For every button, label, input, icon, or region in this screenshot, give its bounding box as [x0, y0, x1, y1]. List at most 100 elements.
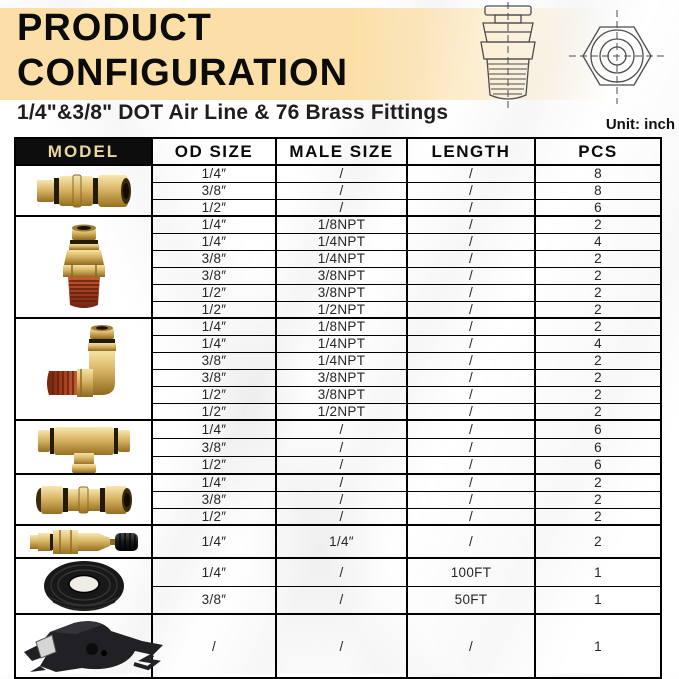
table-row: 1/4″ //6 — [14, 419, 662, 475]
cell-od-size: / — [151, 613, 277, 679]
cell-length: / — [406, 437, 536, 457]
cell-od-size: 1/2″ — [151, 385, 277, 404]
cell-od-size: 1/2″ — [151, 198, 277, 217]
cell-pcs: 2 — [534, 385, 662, 404]
air-line-tubing-coil-icon — [43, 561, 124, 611]
cell-male-size: / — [275, 437, 408, 457]
table-row: / //1 — [14, 613, 662, 679]
cell-length: / — [406, 524, 536, 559]
cell-length: / — [406, 300, 536, 319]
cell-male-size: / — [275, 455, 408, 475]
cell-pcs: 2 — [534, 300, 662, 319]
table-row: 1/2″ 1/2NPT/2 — [15, 300, 662, 319]
cell-male-size: 1/4NPT — [275, 249, 408, 268]
cell-male-size: 1/8NPT — [275, 317, 408, 336]
cell-length: 100FT — [406, 557, 536, 587]
cell-pcs: 4 — [534, 334, 662, 353]
cell-male-size: / — [275, 164, 408, 183]
cell-male-size: 1/2NPT — [275, 402, 408, 421]
model-image-cell — [14, 613, 163, 679]
model-image-cell — [14, 557, 153, 615]
table-row: 3/8″ 3/8NPT/2 — [15, 266, 662, 285]
cell-length: / — [406, 368, 536, 387]
cell-pcs: 2 — [534, 249, 662, 268]
cell-pcs: 2 — [534, 368, 662, 387]
cell-pcs: 6 — [534, 437, 662, 457]
cell-male-size: / — [275, 181, 408, 200]
straight-union-fitting-icon — [35, 485, 132, 514]
cell-male-size: / — [275, 507, 408, 526]
cell-od-size: 3/8″ — [151, 249, 277, 268]
model-image-cell — [14, 473, 153, 526]
unit-label: Unit: inch — [605, 116, 675, 133]
fitting-technical-drawing-icon — [480, 2, 665, 108]
cell-od-size: 1/4″ — [151, 557, 277, 587]
cell-pcs: 2 — [534, 473, 662, 492]
table-row: 3/8″ 3/8NPT/2 — [15, 368, 662, 387]
model-image-cell — [14, 317, 153, 421]
table-row: 1/2″ 3/8NPT/2 — [15, 385, 662, 404]
cell-male-size: / — [275, 490, 408, 509]
column-header-pcs: PCS — [534, 137, 662, 166]
model-image-cell — [14, 524, 153, 559]
configuration-table: MODEL OD SIZE MALE SIZE LENGTH PCS 1/4″ /… — [14, 137, 662, 679]
table-row: 1/2″ //2 — [15, 507, 662, 526]
table-row: 1/4″ 1/4NPT/4 — [15, 232, 662, 251]
cell-od-size: 3/8″ — [151, 368, 277, 387]
cell-male-size: 3/8NPT — [275, 266, 408, 285]
cell-male-size: / — [275, 585, 408, 615]
cell-length: / — [406, 283, 536, 302]
cell-od-size: 1/4″ — [151, 232, 277, 251]
cell-length: / — [406, 385, 536, 404]
table-row: 3/8″ 1/4NPT/2 — [15, 249, 662, 268]
configuration-table-wrap: MODEL OD SIZE MALE SIZE LENGTH PCS 1/4″ /… — [14, 137, 662, 679]
cell-od-size: 3/8″ — [151, 351, 277, 370]
cell-od-size: 1/2″ — [151, 402, 277, 421]
cell-male-size: 3/8NPT — [275, 385, 408, 404]
cell-male-size: 1/4NPT — [275, 334, 408, 353]
table-row: 1/4″ //2 — [14, 473, 662, 526]
tube-cutter-tool-icon — [24, 621, 163, 672]
cell-male-size: / — [275, 613, 408, 679]
table-row: 1/4″ 1/4″/2 — [14, 524, 662, 559]
cell-od-size: 1/2″ — [151, 455, 277, 475]
cell-pcs: 2 — [534, 402, 662, 421]
cell-length: / — [406, 507, 536, 526]
cell-male-size: / — [275, 198, 408, 217]
shut-off-valve-fitting-icon — [29, 529, 138, 554]
tee-union-fitting-icon — [37, 427, 130, 473]
page-title: PRODUCT CONFIGURATION — [17, 6, 348, 96]
table-row: 1/4″ 1/8NPT/2 — [14, 215, 662, 319]
table-row: 1/4″ //8 — [14, 164, 662, 217]
cell-pcs: 2 — [534, 215, 662, 234]
cell-od-size: 1/4″ — [151, 164, 277, 183]
cell-length: / — [406, 266, 536, 285]
model-image-cell — [14, 419, 153, 475]
page-title-line1: PRODUCT — [17, 7, 212, 49]
cell-od-size: 1/4″ — [151, 215, 277, 234]
cell-pcs: 2 — [534, 524, 662, 559]
cell-od-size: 3/8″ — [151, 490, 277, 509]
cell-od-size: 1/4″ — [151, 524, 277, 559]
cell-pcs: 8 — [534, 181, 662, 200]
cell-pcs: 4 — [534, 232, 662, 251]
cell-male-size: 3/8NPT — [275, 283, 408, 302]
cell-length: / — [406, 419, 536, 439]
cell-pcs: 1 — [534, 557, 662, 587]
cell-pcs: 8 — [534, 164, 662, 183]
column-header-od-size: OD SIZE — [151, 137, 277, 166]
title-highlight-band — [0, 8, 679, 100]
table-row: 1/2″ //6 — [15, 455, 662, 475]
cell-male-size: 3/8NPT — [275, 368, 408, 387]
cell-length: 50FT — [406, 585, 536, 615]
cell-od-size: 3/8″ — [151, 585, 277, 615]
cell-od-size: 1/2″ — [151, 283, 277, 302]
table-row: 1/2″ 3/8NPT/2 — [15, 283, 662, 302]
cell-length: / — [406, 402, 536, 421]
cell-od-size: 3/8″ — [151, 437, 277, 457]
union-connector-fitting-icon — [36, 174, 131, 207]
cell-pcs: 2 — [534, 317, 662, 336]
cell-od-size: 1/2″ — [151, 507, 277, 526]
cell-od-size: 1/2″ — [151, 300, 277, 319]
column-header-length: LENGTH — [406, 137, 536, 166]
